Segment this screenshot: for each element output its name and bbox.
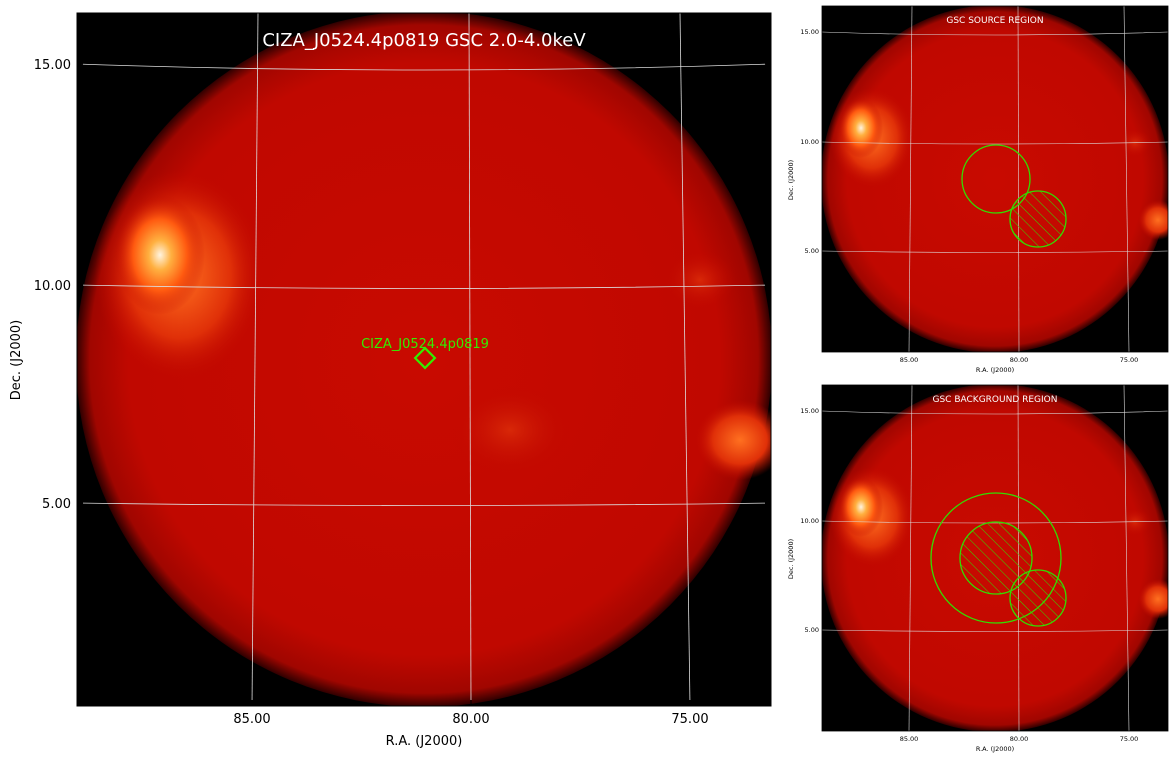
src-excluded-region-circle [1009, 190, 1067, 248]
src-source-region-circle [961, 144, 1031, 214]
src-title: GSC SOURCE REGION [946, 16, 1043, 26]
bkg-ytick-label: 5.00 [805, 626, 819, 634]
main-grid-ra-80 [468, 13, 472, 706]
source-region-panel: GSC SOURCE REGION 85.00 80.00 75.00 15.0… [787, 5, 1169, 374]
src-gsc-disk [822, 6, 1168, 352]
main-xtick-label: 75.00 [671, 712, 708, 727]
bkg-image [822, 385, 1168, 731]
main-gsc-disk [77, 13, 771, 706]
main-ytick-label: 10.00 [34, 279, 71, 294]
src-frame [821, 5, 1169, 353]
src-ylabel: Dec. (J2000) [787, 160, 795, 200]
main-source-marker [413, 346, 437, 370]
background-region-panel: GSC BACKGROUND REGION 85.00 80.00 75.00 … [787, 384, 1169, 753]
src-xtick-label: 85.00 [900, 356, 919, 364]
bkg-grid-ra-85 [908, 385, 913, 731]
bkg-frame [821, 384, 1169, 732]
src-xlabel: R.A. (J2000) [976, 366, 1014, 374]
src-edge-emission-upper [1119, 129, 1151, 157]
src-grid-dec-10 [822, 141, 1168, 145]
src-grid-ra-75 [1123, 6, 1130, 352]
main-bright-emission-core [115, 195, 205, 315]
src-image [822, 6, 1168, 352]
src-ytick-label: 5.00 [805, 247, 819, 255]
bkg-xtick-label: 80.00 [1010, 735, 1029, 743]
main-panel: CIZA_J0524.4p0819 GSC 2.0-4.0keV CIZA_J0… [9, 12, 772, 749]
src-ytick-label: 10.00 [800, 138, 819, 146]
src-xtick-label: 80.00 [1010, 356, 1029, 364]
main-grid-dec-5 [77, 502, 771, 506]
bkg-xtick-label: 85.00 [900, 735, 919, 743]
src-edge-emission [1138, 200, 1168, 240]
src-grid-ra-85 [908, 6, 913, 352]
bkg-ylabel: Dec. (J2000) [787, 539, 795, 579]
main-tick-marks [77, 63, 771, 706]
main-edge-emission-upper [665, 250, 735, 310]
bkg-grid-dec-5 [822, 629, 1168, 632]
main-ylabel: Dec. (J2000) [9, 320, 24, 400]
main-grid-dec-15 [77, 63, 771, 71]
main-ytick-label: 15.00 [34, 58, 71, 73]
main-xtick-label: 85.00 [233, 712, 270, 727]
bkg-ytick-label: 10.00 [800, 517, 819, 525]
bkg-excluded-source-circle [959, 521, 1033, 595]
bkg-xlabel: R.A. (J2000) [976, 745, 1014, 753]
main-grid-ra-75 [679, 13, 691, 706]
src-grid-dec-15 [822, 31, 1168, 36]
bkg-background-annulus-outer [930, 492, 1062, 624]
main-grid-ra-85 [251, 13, 259, 706]
main-title: CIZA_J0524.4p0819 GSC 2.0-4.0keV [262, 30, 586, 51]
src-grid-ra-80 [1017, 6, 1020, 352]
bkg-bright-emission-core [839, 477, 883, 537]
main-xlabel: R.A. (J2000) [386, 734, 463, 749]
src-xtick-label: 75.00 [1120, 356, 1139, 364]
main-xtick-label: 80.00 [452, 712, 489, 727]
main-frame [76, 12, 772, 707]
bkg-grid-ra-75 [1123, 385, 1130, 731]
bkg-title: GSC BACKGROUND REGION [933, 395, 1058, 405]
bkg-ytick-label: 15.00 [800, 407, 819, 415]
main-image [77, 13, 771, 706]
src-bright-emission-core [839, 98, 883, 158]
main-faint-emission [450, 385, 570, 475]
src-grid-dec-5 [822, 250, 1168, 253]
bkg-edge-emission [1138, 579, 1168, 619]
bkg-xtick-label: 75.00 [1120, 735, 1139, 743]
main-edge-emission-right [695, 400, 771, 480]
src-ytick-label: 15.00 [800, 28, 819, 36]
main-grid-dec-10 [77, 284, 771, 289]
main-source-label: CIZA_J0524.4p0819 [361, 337, 489, 352]
bkg-grid-dec-15 [822, 410, 1168, 415]
bkg-excluded-region-circle [1009, 569, 1067, 627]
bkg-edge-emission-upper [1119, 508, 1151, 536]
main-ytick-label: 5.00 [42, 497, 71, 512]
